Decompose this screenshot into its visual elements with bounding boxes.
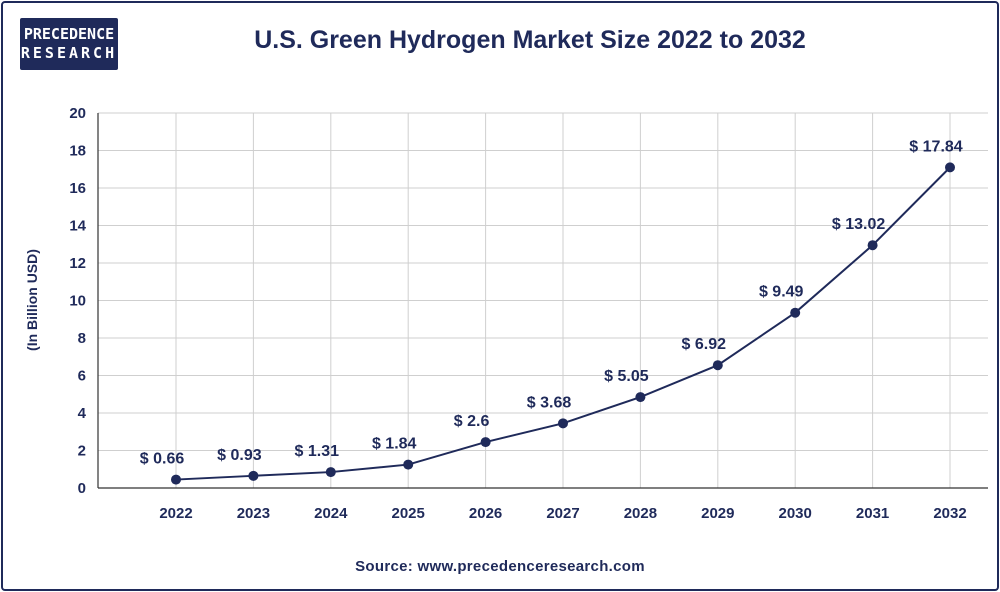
brand-logo: PRECEDENCE RESEARCH [20, 18, 118, 70]
data-point [171, 474, 181, 485]
y-tick-label: 4 [78, 405, 87, 422]
data-label: $ 1.31 [295, 443, 340, 460]
x-tick-label: 2032 [933, 505, 966, 522]
x-tick-label: 2029 [701, 505, 734, 522]
data-point [325, 467, 336, 478]
x-tick-label: 2030 [779, 505, 812, 522]
data-label: $ 6.92 [682, 336, 727, 353]
data-label: $ 3.68 [527, 394, 572, 411]
source-note: Source: www.precedenceresearch.com [355, 558, 645, 575]
y-tick-label: 16 [69, 180, 86, 197]
data-point [790, 307, 801, 318]
x-tick-label: 2022 [159, 505, 192, 522]
x-tick-label: 2027 [546, 505, 579, 522]
data-label: $ 9.49 [759, 284, 804, 301]
data-point [403, 459, 414, 470]
logo-line-1: PRECEDENCE [23, 25, 115, 43]
data-point [248, 470, 259, 481]
data-label: $ 0.66 [140, 451, 185, 468]
logo-line-2: RESEARCH [20, 44, 118, 62]
x-tick-label: 2024 [314, 505, 348, 522]
y-tick-label: 8 [78, 330, 86, 347]
x-tick-label: 2028 [624, 505, 657, 522]
data-label: $ 5.05 [604, 368, 649, 385]
data-point [945, 162, 955, 173]
data-point [480, 437, 491, 448]
y-tick-label: 20 [69, 105, 86, 122]
y-tick-label: 6 [78, 368, 86, 385]
data-label: $ 1.84 [372, 436, 417, 453]
data-point [635, 392, 646, 403]
x-tick-label: 2026 [469, 505, 502, 522]
y-tick-label: 14 [69, 218, 86, 235]
x-tick-label: 2031 [856, 505, 889, 522]
y-tick-label: 18 [69, 143, 86, 160]
data-point [712, 360, 723, 371]
data-label: $ 13.02 [832, 216, 885, 233]
chart-title: U.S. Green Hydrogen Market Size 2022 to … [254, 26, 806, 54]
x-tick-label: 2025 [392, 505, 425, 522]
x-tick-label: 2023 [237, 505, 270, 522]
y-tick-label: 12 [69, 255, 86, 272]
y-tick-label: 10 [69, 293, 86, 310]
data-label: $ 17.84 [909, 138, 962, 155]
y-tick-label: 0 [78, 480, 86, 497]
data-label: $ 2.6 [454, 413, 490, 430]
y-tick-label: 2 [78, 443, 86, 460]
data-label: $ 0.93 [217, 447, 262, 464]
data-point [867, 240, 878, 251]
data-point [558, 418, 568, 429]
